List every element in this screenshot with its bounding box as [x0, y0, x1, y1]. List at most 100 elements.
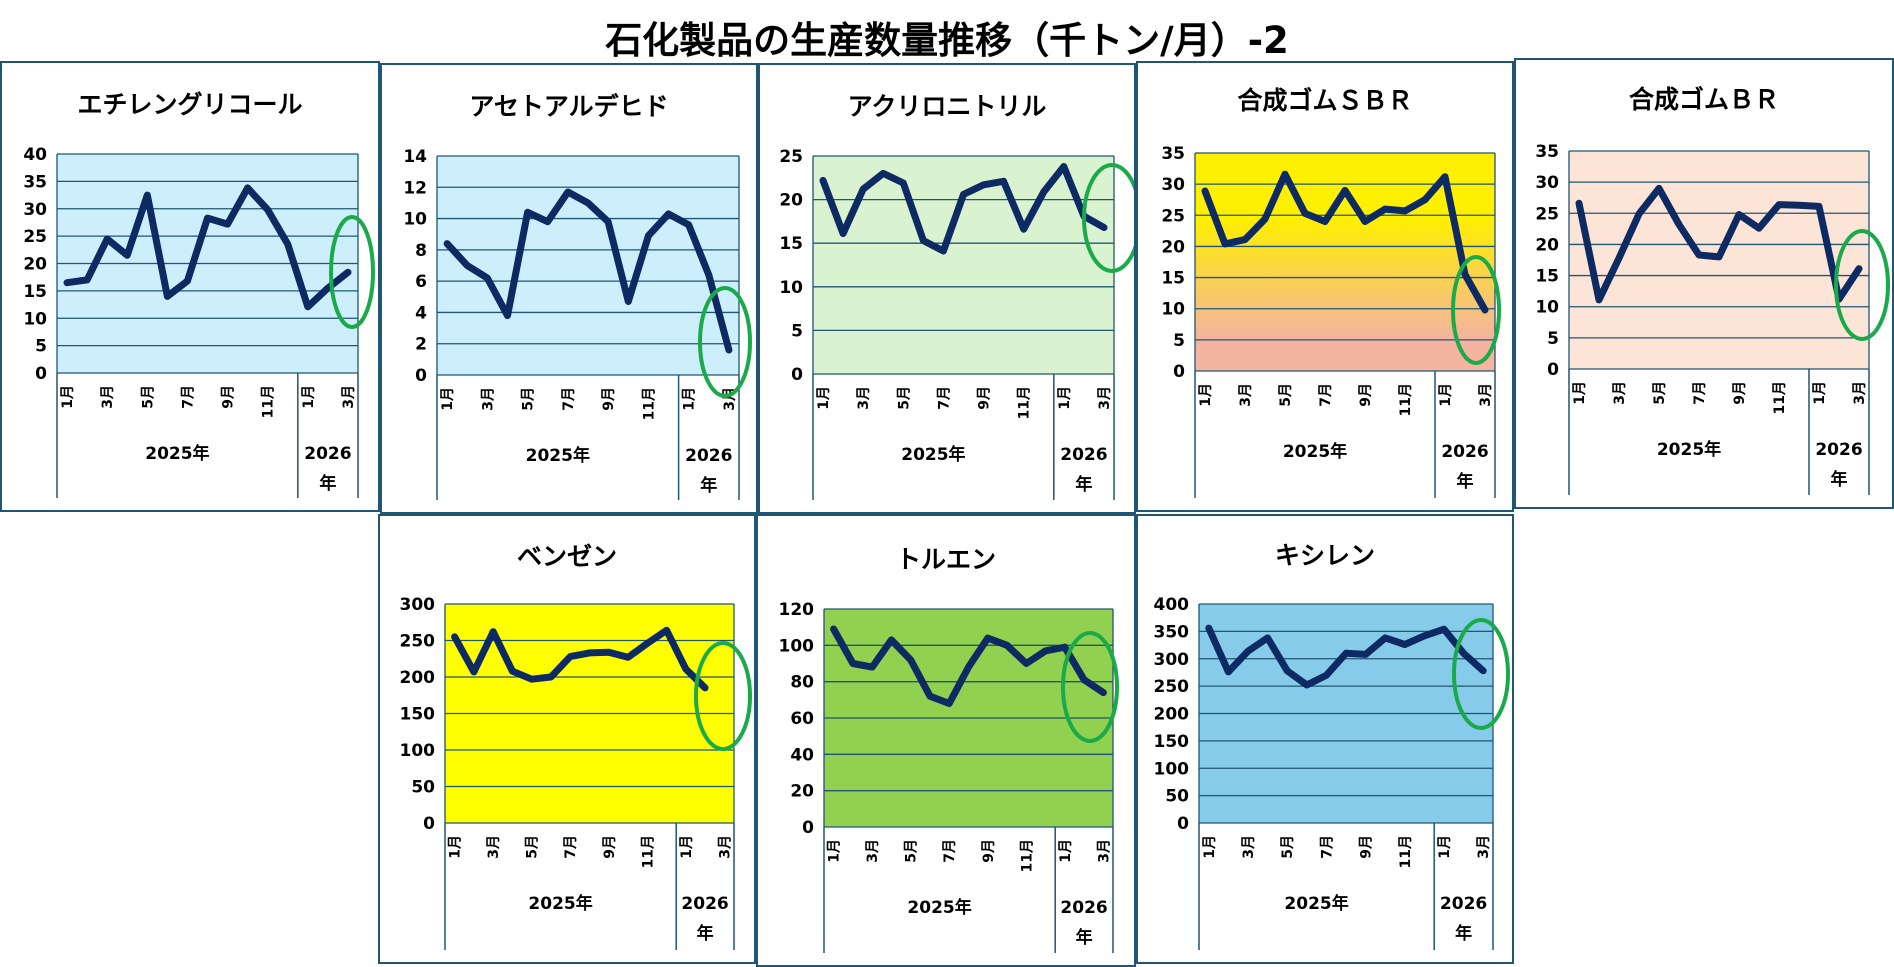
y-tick-label: 20 — [790, 782, 814, 802]
chart-title: アセトアルデヒド — [469, 92, 669, 121]
highlight-ellipse — [1452, 618, 1510, 730]
x-tick-label: 3月 — [856, 386, 872, 410]
chart-panel: エチレングリコール 0 5 10 15 20 25 30 35 40 1月 3月 5月 7月 9月 11月 1月… — [0, 61, 380, 512]
y-tick-label: 120 — [779, 600, 815, 620]
x-tick-label: 11月 — [641, 387, 657, 420]
y-tick-label: 5 — [1173, 331, 1185, 351]
y-tick-label: 0 — [1173, 362, 1185, 382]
x-tick-label: 5月 — [140, 385, 156, 409]
y-tick-label: 350 — [1154, 622, 1190, 642]
y-tick-label: 35 — [23, 172, 47, 192]
x-tick-label: 1月 — [1057, 386, 1073, 410]
y-tick-label: 6 — [415, 272, 427, 292]
year-label-2026-suffix: 年 — [1076, 927, 1093, 948]
x-tick-label: 5月 — [1278, 383, 1294, 407]
series-line — [63, 184, 352, 311]
y-tick-label: 20 — [779, 191, 803, 211]
year-label-2025: 2025年 — [1284, 893, 1348, 914]
chart-panel: トルエン 0 20 40 60 80 100 120 1月 3月 5月 7月 9月 11月 1月 3月 2025… — [756, 514, 1136, 967]
series-line — [830, 625, 1107, 707]
y-tick-label: 30 — [1161, 175, 1185, 195]
x-tick-label: 3月 — [1238, 383, 1254, 407]
x-tick-label: 3月 — [865, 839, 881, 863]
y-tick-label: 50 — [1165, 787, 1189, 807]
y-tick-label: 150 — [400, 705, 436, 725]
x-tick-label: 1月 — [682, 387, 698, 411]
y-tick-label: 25 — [1535, 204, 1559, 224]
x-tick-label: 5月 — [904, 839, 920, 863]
x-tick-label: 5月 — [525, 835, 541, 859]
y-tick-label: 5 — [35, 337, 47, 357]
y-tick-label: 5 — [791, 321, 803, 341]
x-tick-label: 1月 — [1572, 381, 1588, 405]
chart-svg: 0 5 10 15 20 25 30 35 1月 3月 5月 7月 9月 11月 1月 3月 2025年 2026… — [1535, 142, 1890, 495]
chart-title: 合成ゴムＳＢＲ — [1237, 86, 1413, 115]
y-tick-label: 0 — [415, 366, 427, 386]
x-tick-label: 7月 — [1692, 381, 1708, 405]
x-tick-label: 3月 — [1097, 386, 1113, 410]
chart-panel: 合成ゴムＢＲ 0 5 10 15 20 25 30 35 1月 3月 5月 7月 9月 11月 1月 3月 202… — [1514, 58, 1894, 509]
x-tick-label: 1月 — [827, 839, 843, 863]
series-line — [1575, 184, 1863, 304]
y-tick-label: 0 — [35, 364, 47, 384]
x-tick-label: 5月 — [896, 386, 912, 410]
year-label-2025: 2025年 — [526, 445, 590, 466]
x-tick-label: 1月 — [1058, 839, 1074, 863]
year-label-2025: 2025年 — [528, 893, 592, 914]
highlight-ellipse — [694, 641, 752, 751]
chart-panel: アセトアルデヒド 0 2 4 6 8 10 12 14 1月 3月 5月 7月 9月 11月 1月 3月 2025… — [380, 63, 758, 514]
highlight-ellipse — [1061, 631, 1119, 743]
y-tick-label: 10 — [1535, 298, 1559, 318]
y-tick-label: 300 — [400, 595, 436, 615]
x-tick-label: 3月 — [341, 385, 357, 409]
x-tick-label: 1月 — [1438, 383, 1454, 407]
year-label-2026: 2026 — [1060, 898, 1107, 918]
x-tick-label: 5月 — [1280, 835, 1296, 859]
x-tick-label: 1月 — [1202, 835, 1218, 859]
y-tick-label: 0 — [1177, 814, 1189, 834]
year-label-2026: 2026 — [1815, 440, 1862, 460]
y-tick-label: 35 — [1535, 142, 1559, 162]
y-tick-label: 5 — [1547, 329, 1559, 349]
series-line — [1205, 624, 1487, 689]
year-label-2026-suffix: 年 — [697, 923, 714, 944]
y-tick-label: 25 — [23, 227, 47, 247]
plot-area — [437, 156, 739, 375]
y-tick-label: 60 — [790, 709, 814, 729]
year-label-2026-suffix: 年 — [319, 473, 336, 494]
x-tick-label: 3月 — [1241, 835, 1257, 859]
y-tick-label: 10 — [23, 309, 47, 329]
year-label-2025: 2025年 — [1657, 439, 1721, 460]
x-tick-label: 9月 — [1359, 835, 1375, 859]
year-label-2026: 2026 — [1440, 894, 1487, 914]
y-tick-label: 25 — [779, 147, 803, 167]
y-tick-label: 400 — [1154, 595, 1190, 615]
x-tick-label: 1月 — [816, 386, 832, 410]
x-tick-label: 7月 — [561, 387, 577, 411]
x-tick-label: 1月 — [448, 835, 464, 859]
chart-svg: 0 5 10 15 20 25 1月 3月 5月 7月 9月 11月 1月 3月 2025年 2026 年 — [779, 147, 1134, 500]
chart-svg: 0 5 10 15 20 25 30 35 40 1月 3月 5月 7月 9月 11月 1月 3月 2025年 20… — [23, 145, 375, 498]
x-tick-label: 7月 — [942, 839, 958, 863]
x-tick-label: 1月 — [1812, 381, 1828, 405]
year-label-2026: 2026 — [685, 446, 732, 466]
chart-title: ベンゼン — [516, 542, 617, 571]
year-label-2025: 2025年 — [907, 897, 971, 918]
year-label-2025: 2025年 — [145, 443, 209, 464]
y-tick-label: 8 — [415, 241, 427, 261]
chart-title: 合成ゴムＢＲ — [1628, 85, 1779, 114]
y-tick-label: 40 — [23, 145, 47, 165]
x-tick-label: 9月 — [981, 839, 997, 863]
x-tick-label: 9月 — [1358, 383, 1374, 407]
x-tick-label: 1月 — [679, 835, 695, 859]
y-tick-label: 200 — [1154, 705, 1190, 725]
y-tick-label: 300 — [1154, 650, 1190, 670]
year-label-2026: 2026 — [1441, 442, 1488, 462]
series-line — [451, 626, 709, 692]
x-tick-label: 7月 — [563, 835, 579, 859]
year-label-2025: 2025年 — [1283, 441, 1347, 462]
y-tick-label: 200 — [400, 668, 436, 688]
series-line — [1201, 170, 1489, 314]
y-tick-label: 2 — [415, 335, 427, 355]
